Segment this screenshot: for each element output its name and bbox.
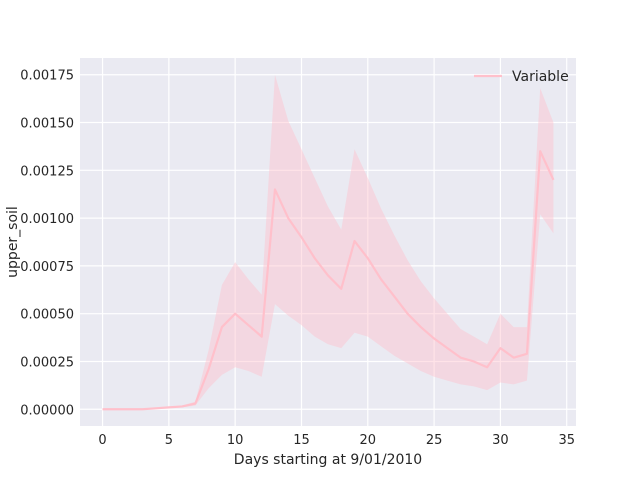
x-tick-label: 30	[492, 433, 509, 448]
confidence-band-layer	[102, 74, 554, 410]
x-tick-label: 20	[360, 433, 377, 448]
y-axis-label: upper_soil	[5, 206, 21, 278]
x-axis-label: Days starting at 9/01/2010	[234, 452, 422, 468]
confidence-band	[102, 74, 554, 410]
plot-area	[80, 58, 576, 426]
x-tick-label: 0	[98, 433, 106, 448]
x-tick-label: 15	[293, 433, 310, 448]
series-line	[102, 150, 555, 411]
y-tick-label: 0.00075	[20, 260, 74, 275]
legend: Variable	[474, 69, 569, 85]
y-tick-label: 0.00000	[20, 403, 74, 418]
y-tick-label: 0.00175	[20, 69, 74, 84]
x-tick-label: 10	[227, 433, 244, 448]
y-tick-label: 0.00150	[20, 117, 74, 132]
y-tick-label: 0.00125	[20, 164, 74, 179]
line-layer	[102, 150, 555, 411]
y-tick-label: 0.00100	[20, 212, 74, 227]
x-tick-label: 25	[426, 433, 443, 448]
x-tick-label: 5	[165, 433, 173, 448]
x-tick-labels: 0 5 10 15 20 25 30 35	[98, 433, 575, 448]
y-tick-labels: 0.00000 0.00025 0.00050 0.00075 0.00100 0.001…	[20, 69, 74, 419]
legend-label: Variable	[512, 69, 569, 85]
y-tick-label: 0.00050	[20, 308, 74, 323]
y-tick-label: 0.00025	[20, 355, 74, 370]
x-tick-label: 35	[558, 433, 575, 448]
grid	[80, 58, 576, 426]
